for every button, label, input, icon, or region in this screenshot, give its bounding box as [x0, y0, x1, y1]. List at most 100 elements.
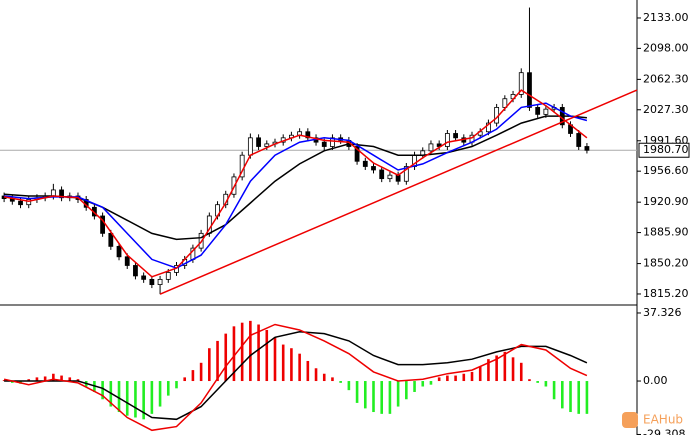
histogram-bar [470, 371, 474, 382]
histogram-bar [355, 381, 359, 403]
histogram-bar [511, 357, 515, 382]
histogram-bar [52, 373, 55, 382]
histogram-bar [68, 377, 72, 382]
histogram-bar [396, 381, 400, 407]
histogram-bar [224, 333, 228, 382]
current-price-box [638, 142, 690, 158]
candle-body [584, 146, 590, 151]
histogram-bar [265, 329, 269, 382]
histogram-bar [281, 344, 285, 382]
histogram-bar [454, 375, 457, 382]
histogram-bar [446, 375, 449, 382]
histogram-bar [314, 368, 318, 382]
y-tick-label: 2098.00 [643, 41, 689, 54]
y-tick-label: 37.326 [643, 306, 682, 319]
y-tick-label: 2133.00 [643, 11, 689, 24]
histogram-bar [528, 379, 531, 382]
histogram-bar [306, 360, 310, 382]
histogram-bar [405, 381, 408, 400]
histogram-bar [249, 320, 252, 382]
y-tick-label: 1885.90 [643, 226, 689, 239]
histogram-bar [134, 381, 137, 418]
histogram-bar [158, 381, 162, 407]
candle-body [395, 174, 401, 182]
histogram-bar [421, 381, 425, 387]
histogram-bar [495, 355, 498, 382]
histogram-bar [101, 381, 104, 400]
candle-body [256, 137, 261, 147]
histogram-bar [363, 381, 367, 409]
histogram-bar [117, 381, 121, 413]
candle-body [486, 122, 491, 133]
candle-body [387, 174, 393, 180]
candle-body [436, 143, 442, 147]
candle-body [371, 166, 376, 171]
candle-body [108, 232, 114, 247]
histogram-bar [519, 362, 523, 382]
histogram-bar [166, 381, 170, 396]
candle-body [100, 215, 106, 234]
histogram-bar [11, 381, 14, 383]
histogram-bar [577, 381, 581, 414]
candle-body [133, 265, 138, 277]
histogram-bar [175, 381, 178, 389]
y-tick-label: 2062.30 [643, 72, 689, 85]
histogram-bar [437, 377, 441, 382]
candle-body [26, 199, 32, 206]
watermark-icon [622, 412, 638, 428]
y-tick-label: -29.308 [643, 427, 685, 435]
histogram-bar [569, 381, 572, 413]
histogram-bar [347, 381, 351, 391]
indicator-line [3, 89, 588, 278]
candle-body [535, 107, 541, 115]
histogram-bar [76, 379, 80, 382]
histogram-bar [503, 351, 507, 382]
candle-body [330, 137, 335, 147]
histogram-bar [544, 381, 548, 387]
candle-body [18, 200, 23, 206]
y-tick-label: 1850.20 [643, 257, 689, 270]
histogram-bar [585, 381, 589, 414]
histogram-bar [552, 381, 556, 400]
candle-body [141, 275, 147, 280]
y-tick-label: 1956.60 [643, 164, 689, 177]
candle-body [264, 143, 270, 147]
candle-body [50, 189, 56, 197]
histogram-bar [60, 375, 63, 382]
candle-body [354, 146, 360, 162]
histogram-bar [43, 376, 47, 382]
histogram-bar [536, 381, 539, 383]
histogram-bar [478, 366, 482, 382]
histogram-bar [273, 337, 277, 382]
histogram-bar [331, 377, 334, 382]
histogram-bar [27, 379, 31, 382]
candle-body [444, 133, 450, 147]
histogram-bar [298, 353, 301, 382]
histogram-bar [388, 381, 392, 414]
indicator-line [4, 331, 588, 421]
histogram-bar [232, 326, 236, 382]
histogram-bar [208, 348, 211, 382]
histogram-bar [322, 373, 326, 382]
candle-body [59, 189, 64, 199]
y-tick-label: 1815.20 [643, 287, 689, 300]
candle-body [362, 160, 368, 167]
candle-body [527, 72, 532, 108]
candle-body [124, 256, 130, 266]
histogram-bar [413, 381, 416, 392]
histogram-bar [125, 381, 129, 416]
trendline [159, 89, 638, 295]
candle-body [576, 133, 582, 147]
candle-body [428, 143, 434, 152]
histogram-bar [150, 381, 154, 414]
candle-body [379, 169, 385, 180]
candle-body [518, 72, 524, 95]
histogram-bar [290, 348, 293, 382]
histogram-bar [216, 340, 219, 382]
histogram-bar [191, 370, 195, 382]
y-tick-label: 0.00 [643, 374, 668, 387]
histogram-bar [380, 381, 384, 414]
